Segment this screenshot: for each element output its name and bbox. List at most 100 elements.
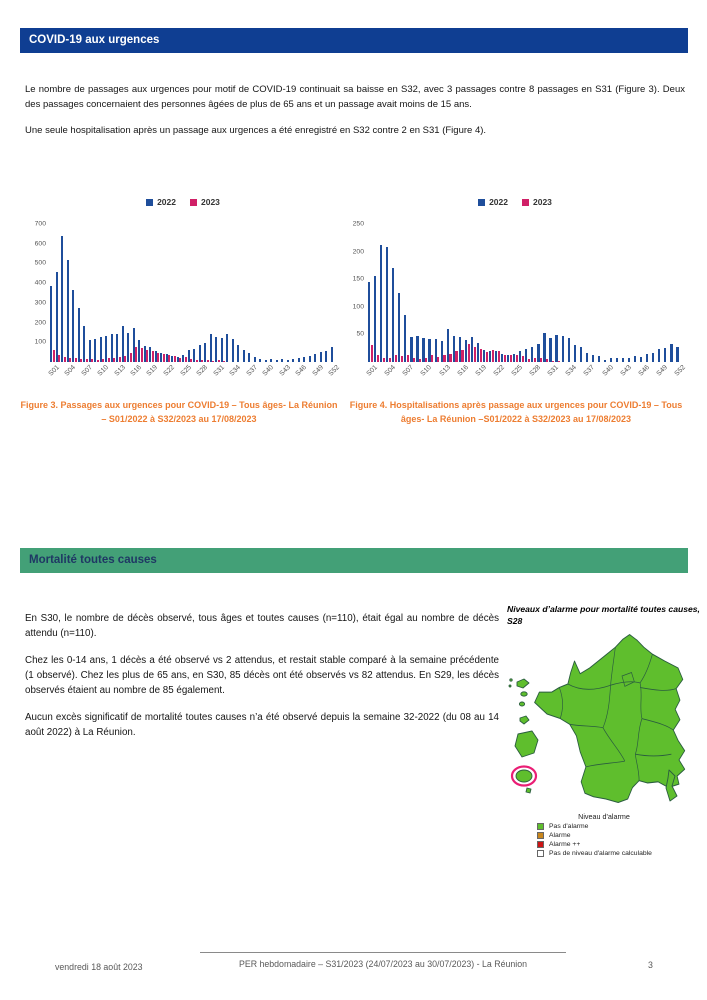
y-tick-label: 250 xyxy=(352,220,364,228)
bar-group-S24 xyxy=(507,224,513,362)
bar-group-S51 xyxy=(325,224,330,362)
bar-2022-S30 xyxy=(209,334,212,362)
alarm-map-panel: Niveaux d’alarme pour mortalité toutes c… xyxy=(507,604,701,859)
bar-group-S39 xyxy=(597,224,603,362)
x-tick-label: S31 xyxy=(211,364,226,378)
bar-2023-S09 xyxy=(419,358,422,362)
bar-2023-S24 xyxy=(509,355,513,362)
bar-2022-S02 xyxy=(374,276,377,362)
bar-2023-S25 xyxy=(184,357,187,362)
map-legend-item: Pas d'alarme xyxy=(507,823,701,831)
bar-group-S22 xyxy=(165,224,171,362)
section-header-mortalite: Mortalité toutes causes xyxy=(20,548,688,573)
bar-2023-S22 xyxy=(497,350,500,362)
bar-2022-S25 xyxy=(513,353,516,362)
bar-2022-S09 xyxy=(416,336,419,362)
la-reunion-highlight-circle xyxy=(510,765,538,787)
bar-group-S47 xyxy=(646,224,651,362)
bar-group-S18 xyxy=(470,224,476,362)
bar-2023-S11 xyxy=(107,358,110,362)
legend-label: 2022 xyxy=(157,197,176,207)
bar-2022-S41 xyxy=(609,358,613,362)
bar-2023-S28 xyxy=(201,360,204,362)
map-legend-swatch-icon xyxy=(537,823,544,831)
bar-group-S13 xyxy=(116,224,121,362)
x-tick-label: S37 xyxy=(582,364,597,378)
bar-2022-S26 xyxy=(519,350,522,362)
bar-2022-S43 xyxy=(281,359,284,362)
bar-2022-S29 xyxy=(204,343,207,362)
y-tick-label: 100 xyxy=(34,338,46,346)
bar-2022-S27 xyxy=(193,349,196,362)
bar-2022-S38 xyxy=(591,355,594,362)
bar-group-S12 xyxy=(434,224,440,362)
france-alarm-map xyxy=(508,634,686,804)
x-tick-label: S52 xyxy=(327,364,341,378)
paragraph: Une seule hospitalisation après un passa… xyxy=(25,125,487,137)
bar-group-S48 xyxy=(652,224,657,362)
map-legend-title: Niveau d'alarme xyxy=(578,812,630,822)
bar-2023-S11 xyxy=(431,355,434,362)
x-tick-label: S22 xyxy=(492,364,506,378)
bar-2022-S06 xyxy=(77,307,80,362)
bar-2023-S02 xyxy=(376,354,380,362)
bar-2022-S05 xyxy=(72,290,75,362)
bar-2022-S37 xyxy=(248,353,251,362)
bar-group-S33 xyxy=(226,224,231,362)
bar-group-S35 xyxy=(237,224,242,362)
x-axis: S01 S04 S07 S10 S13 S16 S19 S22 S25 S28 S31 S34 S37 S… xyxy=(47,362,341,388)
bar-2022-S42 xyxy=(615,358,619,362)
bar-2022-S14 xyxy=(121,325,124,362)
bar-group-S37 xyxy=(585,224,591,362)
bar-2022-S50 xyxy=(319,352,322,362)
bar-2022-S51 xyxy=(670,344,673,362)
bar-2023-S10 xyxy=(102,359,105,362)
france-outline xyxy=(534,634,686,804)
y-tick-label: 300 xyxy=(34,299,46,307)
bar-2023-S14 xyxy=(449,354,452,362)
map-legend-label: Alarme xyxy=(549,832,571,840)
bar-2023-S01 xyxy=(370,344,373,362)
guadeloupe-islet xyxy=(509,678,513,682)
bar-2022-S45 xyxy=(292,359,295,362)
bar-group-S34 xyxy=(567,224,573,362)
bar-2022-S51 xyxy=(325,350,328,362)
bar-2023-S03 xyxy=(382,357,386,362)
bar-group-S15 xyxy=(127,224,132,362)
bar-group-S08 xyxy=(410,224,416,362)
bar-2022-S48 xyxy=(652,352,655,362)
y-tick-label: 500 xyxy=(34,259,46,267)
bar-2022-S41 xyxy=(270,359,273,362)
bar-2022-S12 xyxy=(434,338,437,362)
bar-group-S11 xyxy=(428,224,434,362)
bar-group-S46 xyxy=(297,224,303,362)
bar-group-S18 xyxy=(143,224,149,362)
x-tick-label: S10 xyxy=(96,364,110,378)
bar-group-S36 xyxy=(242,224,248,362)
mortalite-text: En S30, le nombre de décès observé, tous… xyxy=(25,612,499,754)
bar-2023-S13 xyxy=(118,357,121,362)
bar-group-S15 xyxy=(452,224,458,362)
bar-group-S02 xyxy=(374,224,380,362)
bar-2022-S40 xyxy=(603,359,607,362)
x-tick-label: S43 xyxy=(277,364,292,378)
section-title: Mortalité toutes causes xyxy=(29,554,157,566)
bar-2022-S42 xyxy=(275,359,278,362)
bar-group-S01 xyxy=(368,224,373,362)
map-legend-swatch-icon xyxy=(537,850,544,858)
bar-2022-S45 xyxy=(634,356,637,362)
x-tick-label: S10 xyxy=(419,364,434,378)
bar-2023-S31 xyxy=(217,360,220,362)
legend-label: 2023 xyxy=(533,197,552,207)
bar-group-S32 xyxy=(555,224,561,362)
bar-group-S19 xyxy=(476,224,482,362)
map-legend: Niveau d'alarme Pas d'alarme Alarme Alarme… xyxy=(507,812,701,858)
bar-group-S05 xyxy=(72,224,77,362)
map-legend-label: Alarme ++ xyxy=(549,841,581,849)
bar-2023-S02 xyxy=(58,355,61,362)
bar-group-S48 xyxy=(308,224,314,362)
bar-group-S42 xyxy=(615,224,621,362)
legend-item-2022: 2022 xyxy=(146,197,176,207)
bar-2022-S05 xyxy=(392,268,395,362)
bar-group-S21 xyxy=(160,224,165,362)
